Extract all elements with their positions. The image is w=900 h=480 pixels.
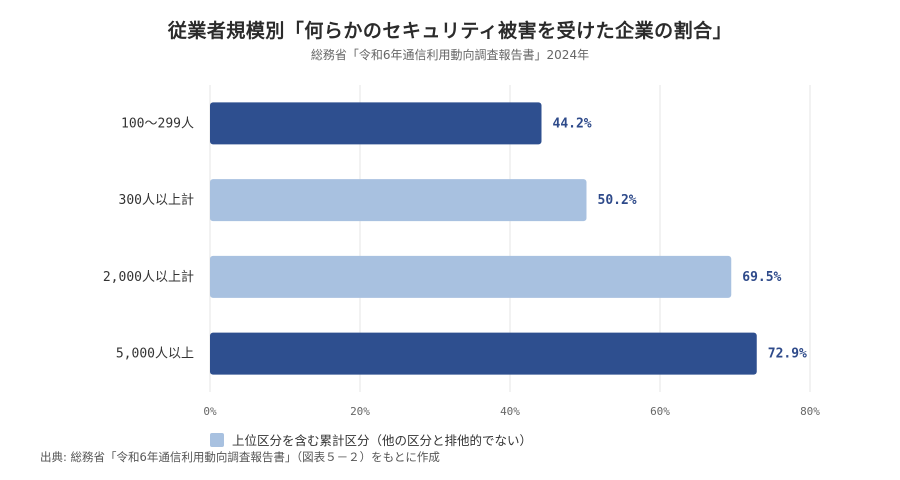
category-label: 300人以上計	[119, 192, 194, 208]
category-label: 5,000人以上	[116, 347, 194, 362]
category-label: 100～299人	[121, 116, 194, 131]
chart-subtitle: 総務省「令和6年通信利用動向調査報告書」2024年	[310, 48, 590, 62]
category-label: 2,000人以上計	[103, 269, 194, 285]
value-label: 50.2%	[598, 193, 637, 208]
bar	[210, 255, 732, 298]
value-label: 44.2%	[553, 116, 592, 131]
value-label: 69.5%	[742, 270, 781, 285]
chart-title: 従業者規模別「何らかのセキュリティ被害を受けた企業の割合」	[167, 20, 733, 42]
x-tick-label: 20%	[350, 405, 370, 418]
bar	[210, 102, 542, 145]
source-note: 出典: 総務省「令和6年通信利用動向調査報告書」（図表５－２）をもとに作成	[40, 450, 440, 464]
bar	[210, 179, 587, 222]
legend-swatch	[210, 432, 224, 447]
x-tick-label: 40%	[500, 405, 520, 418]
x-tick-label: 60%	[650, 405, 670, 418]
x-tick-label: 80%	[800, 405, 820, 418]
bar	[210, 332, 757, 375]
legend-label: 上位区分を含む累計区分（他の区分と排他的でない）	[232, 433, 533, 448]
legend: 上位区分を含む累計区分（他の区分と排他的でない）	[210, 430, 532, 449]
x-tick-label: 0%	[203, 405, 217, 418]
value-label: 72.9%	[768, 347, 807, 362]
